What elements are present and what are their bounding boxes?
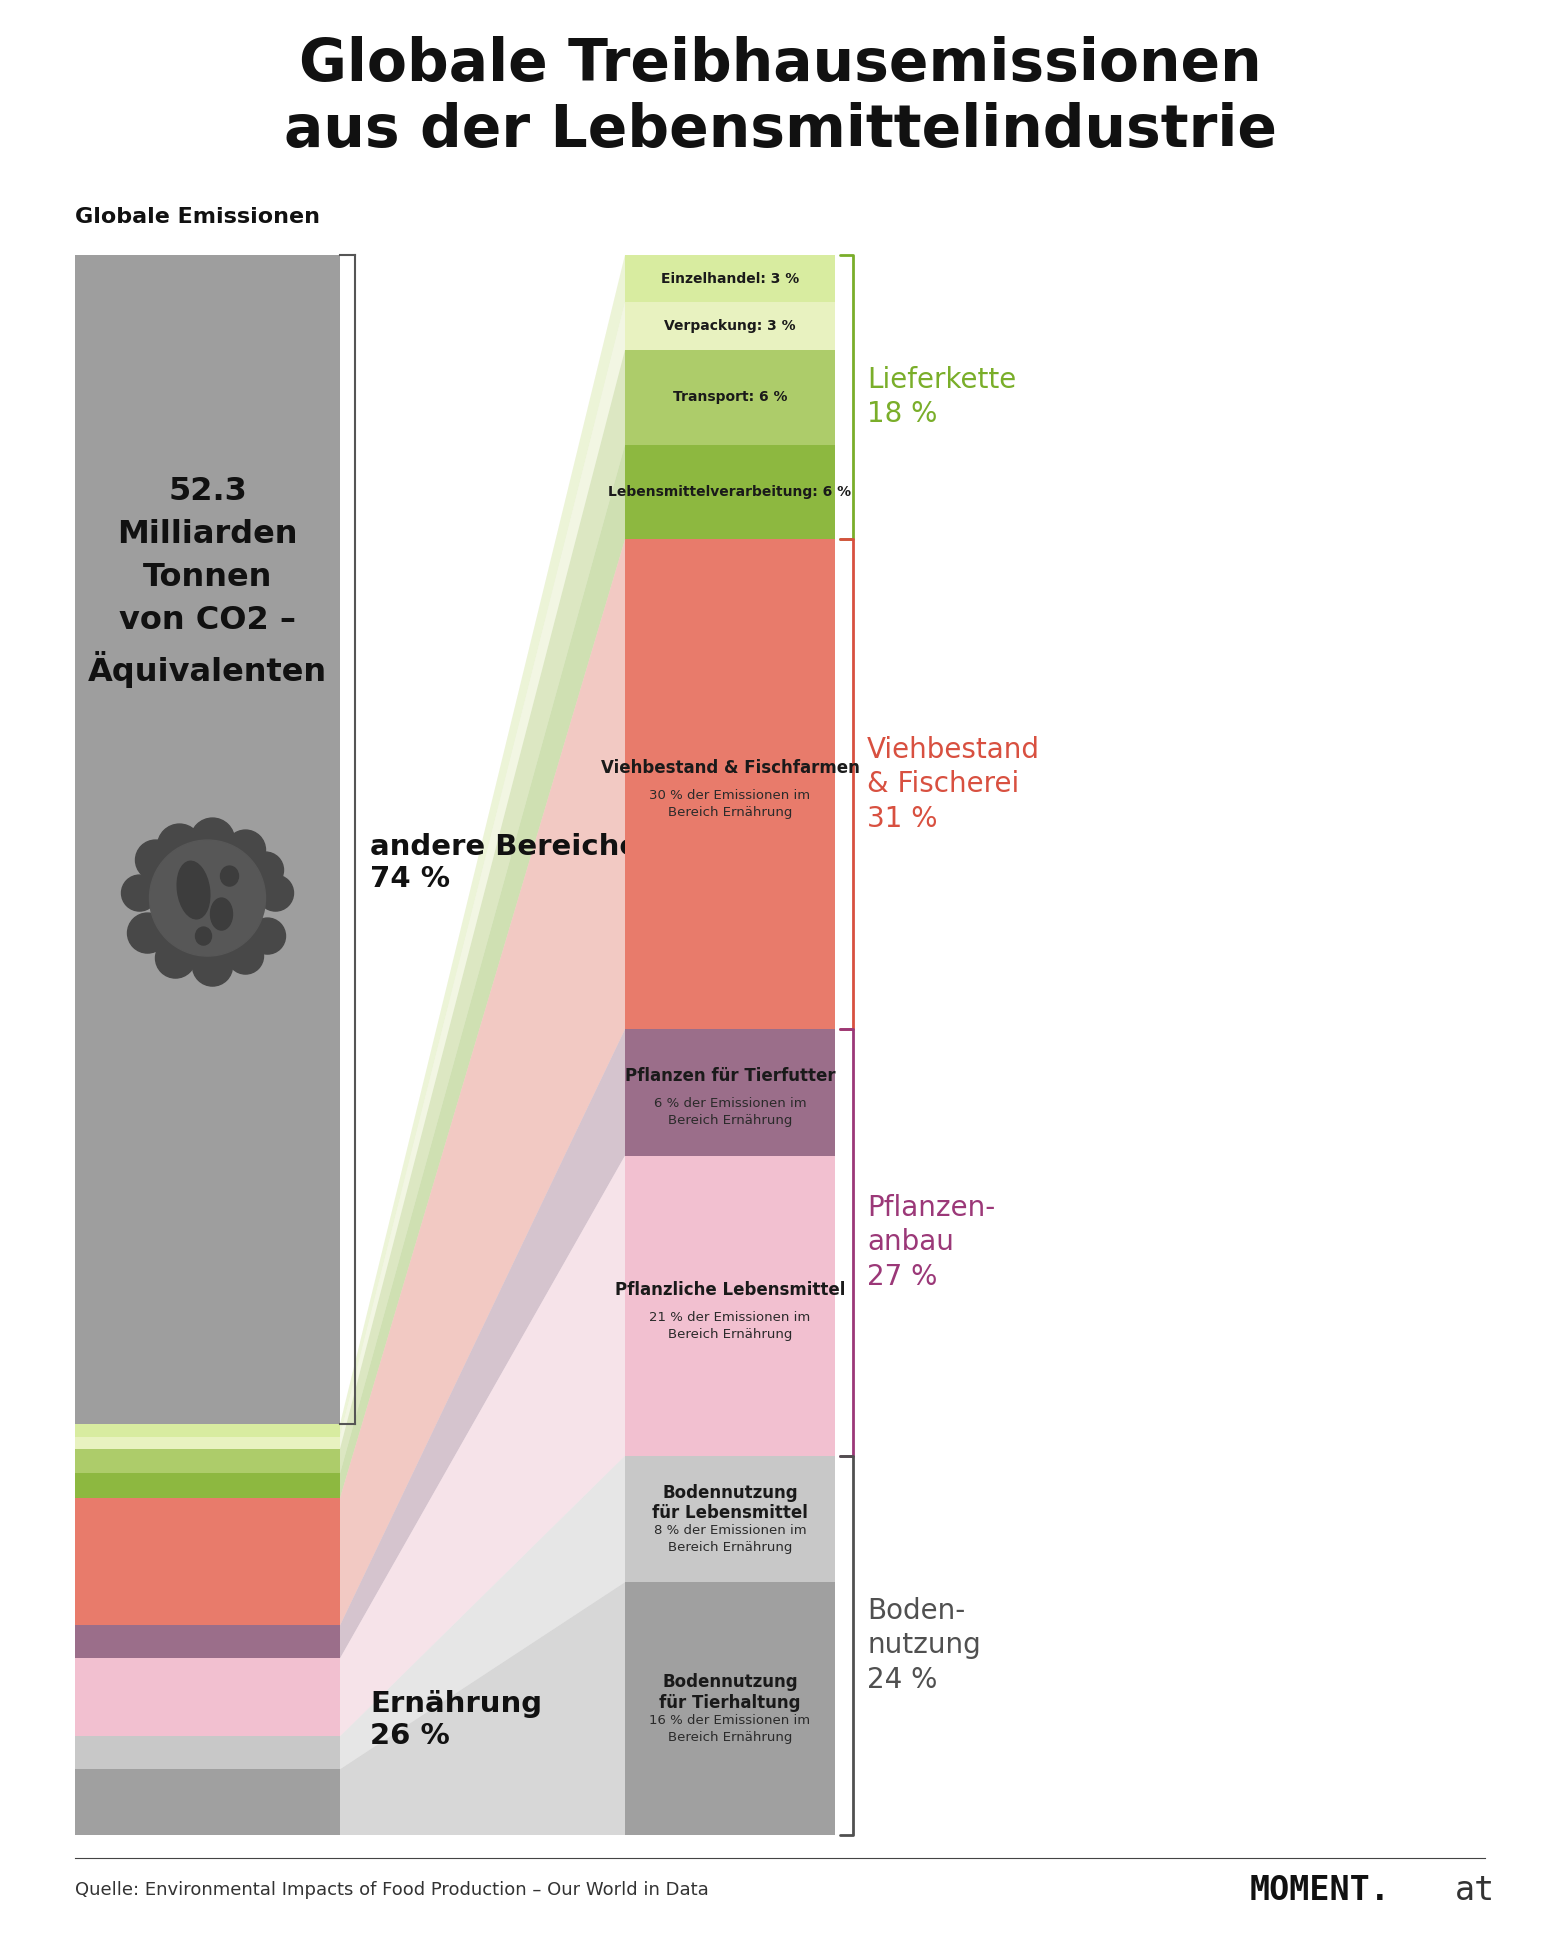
Circle shape (257, 876, 293, 911)
Text: MOMENT.: MOMENT. (1250, 1874, 1392, 1907)
Text: Quelle: Environmental Impacts of Food Production – Our World in Data: Quelle: Environmental Impacts of Food Pr… (75, 1882, 708, 1899)
Text: aus der Lebensmittelindustrie: aus der Lebensmittelindustrie (284, 101, 1276, 158)
PathPatch shape (340, 1457, 626, 1769)
Text: Globale Emissionen: Globale Emissionen (75, 207, 320, 226)
Bar (75, 1626, 340, 1658)
Circle shape (228, 938, 264, 975)
Text: 52.3
Milliarden
Tonnen
von CO2 –
Äquivalenten: 52.3 Milliarden Tonnen von CO2 – Äquival… (87, 476, 328, 688)
Text: Bodennutzung
für Tierhaltung: Bodennutzung für Tierhaltung (660, 1673, 800, 1712)
Text: at: at (1455, 1874, 1494, 1907)
Text: Boden-
nutzung
24 %: Boden- nutzung 24 % (867, 1597, 981, 1695)
Text: Ernährung
26 %: Ernährung 26 % (370, 1691, 543, 1751)
Ellipse shape (211, 899, 232, 930)
Circle shape (150, 840, 265, 956)
Text: Transport: 6 %: Transport: 6 % (672, 390, 788, 404)
PathPatch shape (340, 255, 626, 1437)
PathPatch shape (340, 255, 626, 1835)
Bar (626, 1581, 835, 1835)
Bar (626, 349, 835, 445)
Text: Lebensmittelverarbeitung: 6 %: Lebensmittelverarbeitung: 6 % (608, 486, 852, 499)
Ellipse shape (195, 926, 212, 946)
Bar (626, 255, 835, 302)
Text: 8 % der Emissionen im
Bereich Ernährung: 8 % der Emissionen im Bereich Ernährung (654, 1525, 807, 1554)
PathPatch shape (340, 445, 626, 1498)
Bar (626, 1156, 835, 1457)
Bar (75, 1424, 340, 1437)
Text: Viehbestand
& Fischerei
31 %: Viehbestand & Fischerei 31 % (867, 735, 1041, 833)
PathPatch shape (340, 1030, 626, 1658)
PathPatch shape (340, 1581, 626, 1835)
Text: Pflanzliche Lebensmittel: Pflanzliche Lebensmittel (615, 1281, 846, 1299)
Bar (75, 1474, 340, 1498)
Bar (75, 1449, 340, 1474)
Text: Einzelhandel: 3 %: Einzelhandel: 3 % (661, 271, 799, 287)
PathPatch shape (340, 349, 626, 1474)
Bar (75, 255, 340, 1424)
Circle shape (248, 852, 284, 887)
Bar (626, 1030, 835, 1156)
Circle shape (158, 825, 201, 868)
Bar (75, 1769, 340, 1835)
Text: Pflanzen für Tierfutter: Pflanzen für Tierfutter (624, 1067, 835, 1086)
PathPatch shape (340, 302, 626, 1449)
Ellipse shape (178, 862, 211, 918)
Text: Lieferkette
18 %: Lieferkette 18 % (867, 367, 1016, 429)
Bar (75, 1658, 340, 1736)
PathPatch shape (340, 540, 626, 1626)
Bar (75, 1437, 340, 1449)
Bar (75, 1498, 340, 1626)
Circle shape (122, 876, 158, 911)
Text: Verpackung: 3 %: Verpackung: 3 % (665, 320, 796, 333)
PathPatch shape (340, 1156, 626, 1736)
Circle shape (156, 938, 195, 979)
Circle shape (190, 819, 234, 862)
Bar (75, 1736, 340, 1769)
Circle shape (250, 918, 285, 954)
Bar (626, 1457, 835, 1581)
Text: 16 % der Emissionen im
Bereich Ernährung: 16 % der Emissionen im Bereich Ernährung (649, 1714, 811, 1743)
Circle shape (128, 913, 167, 954)
Text: Globale Treibhausemissionen: Globale Treibhausemissionen (298, 37, 1262, 94)
Text: 21 % der Emissionen im
Bereich Ernährung: 21 % der Emissionen im Bereich Ernährung (649, 1310, 811, 1342)
Bar (626, 302, 835, 349)
Text: 6 % der Emissionen im
Bereich Ernährung: 6 % der Emissionen im Bereich Ernährung (654, 1098, 807, 1127)
Text: 30 % der Emissionen im
Bereich Ernährung: 30 % der Emissionen im Bereich Ernährung (649, 790, 811, 819)
Text: Bodennutzung
für Lebensmittel: Bodennutzung für Lebensmittel (652, 1484, 808, 1523)
Circle shape (192, 946, 232, 987)
Text: Viehbestand & Fischfarmen: Viehbestand & Fischfarmen (601, 759, 860, 778)
Ellipse shape (220, 866, 239, 885)
Bar (626, 540, 835, 1030)
Circle shape (136, 840, 175, 879)
Circle shape (226, 831, 265, 870)
Text: Pflanzen-
anbau
27 %: Pflanzen- anbau 27 % (867, 1193, 995, 1291)
Text: andere Bereiche
74 %: andere Bereiche 74 % (370, 833, 640, 893)
Bar (626, 445, 835, 540)
